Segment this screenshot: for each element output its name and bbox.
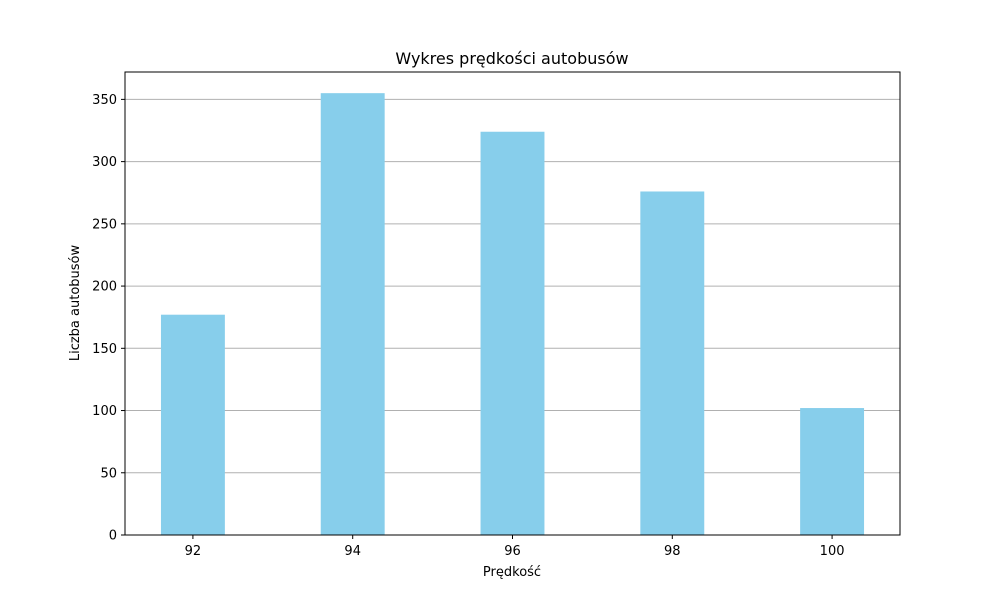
x-axis-title: Prędkość [483,565,541,580]
x-tick-label: 92 [185,544,202,559]
y-tick-label: 350 [92,93,117,108]
y-axis-title: Liczba autobusów [68,244,83,361]
y-tick-label: 200 [92,280,117,295]
y-tick-label: 150 [92,342,117,357]
y-tick-label: 0 [109,529,117,544]
bars-layer [160,93,865,535]
bar-100 [800,408,865,535]
x-tick-label: 98 [664,544,681,559]
bar-94 [320,93,385,535]
y-tick-label: 100 [92,404,117,419]
x-tick-label: 96 [504,544,521,559]
x-tick-label: 100 [820,544,845,559]
bar-98 [640,191,705,535]
y-tick-label: 50 [100,466,117,481]
y-tick-label: 300 [92,155,117,170]
x-tick-label: 94 [344,544,361,559]
y-tick-label: 250 [92,217,117,232]
chart-title: Wykres prędkości autobusów [395,49,628,68]
bar-96 [480,131,545,535]
bar-92 [160,314,225,535]
ticks-layer: 0 50 100 150 200 250 300 350 92 94 96 98 100 [92,93,844,559]
